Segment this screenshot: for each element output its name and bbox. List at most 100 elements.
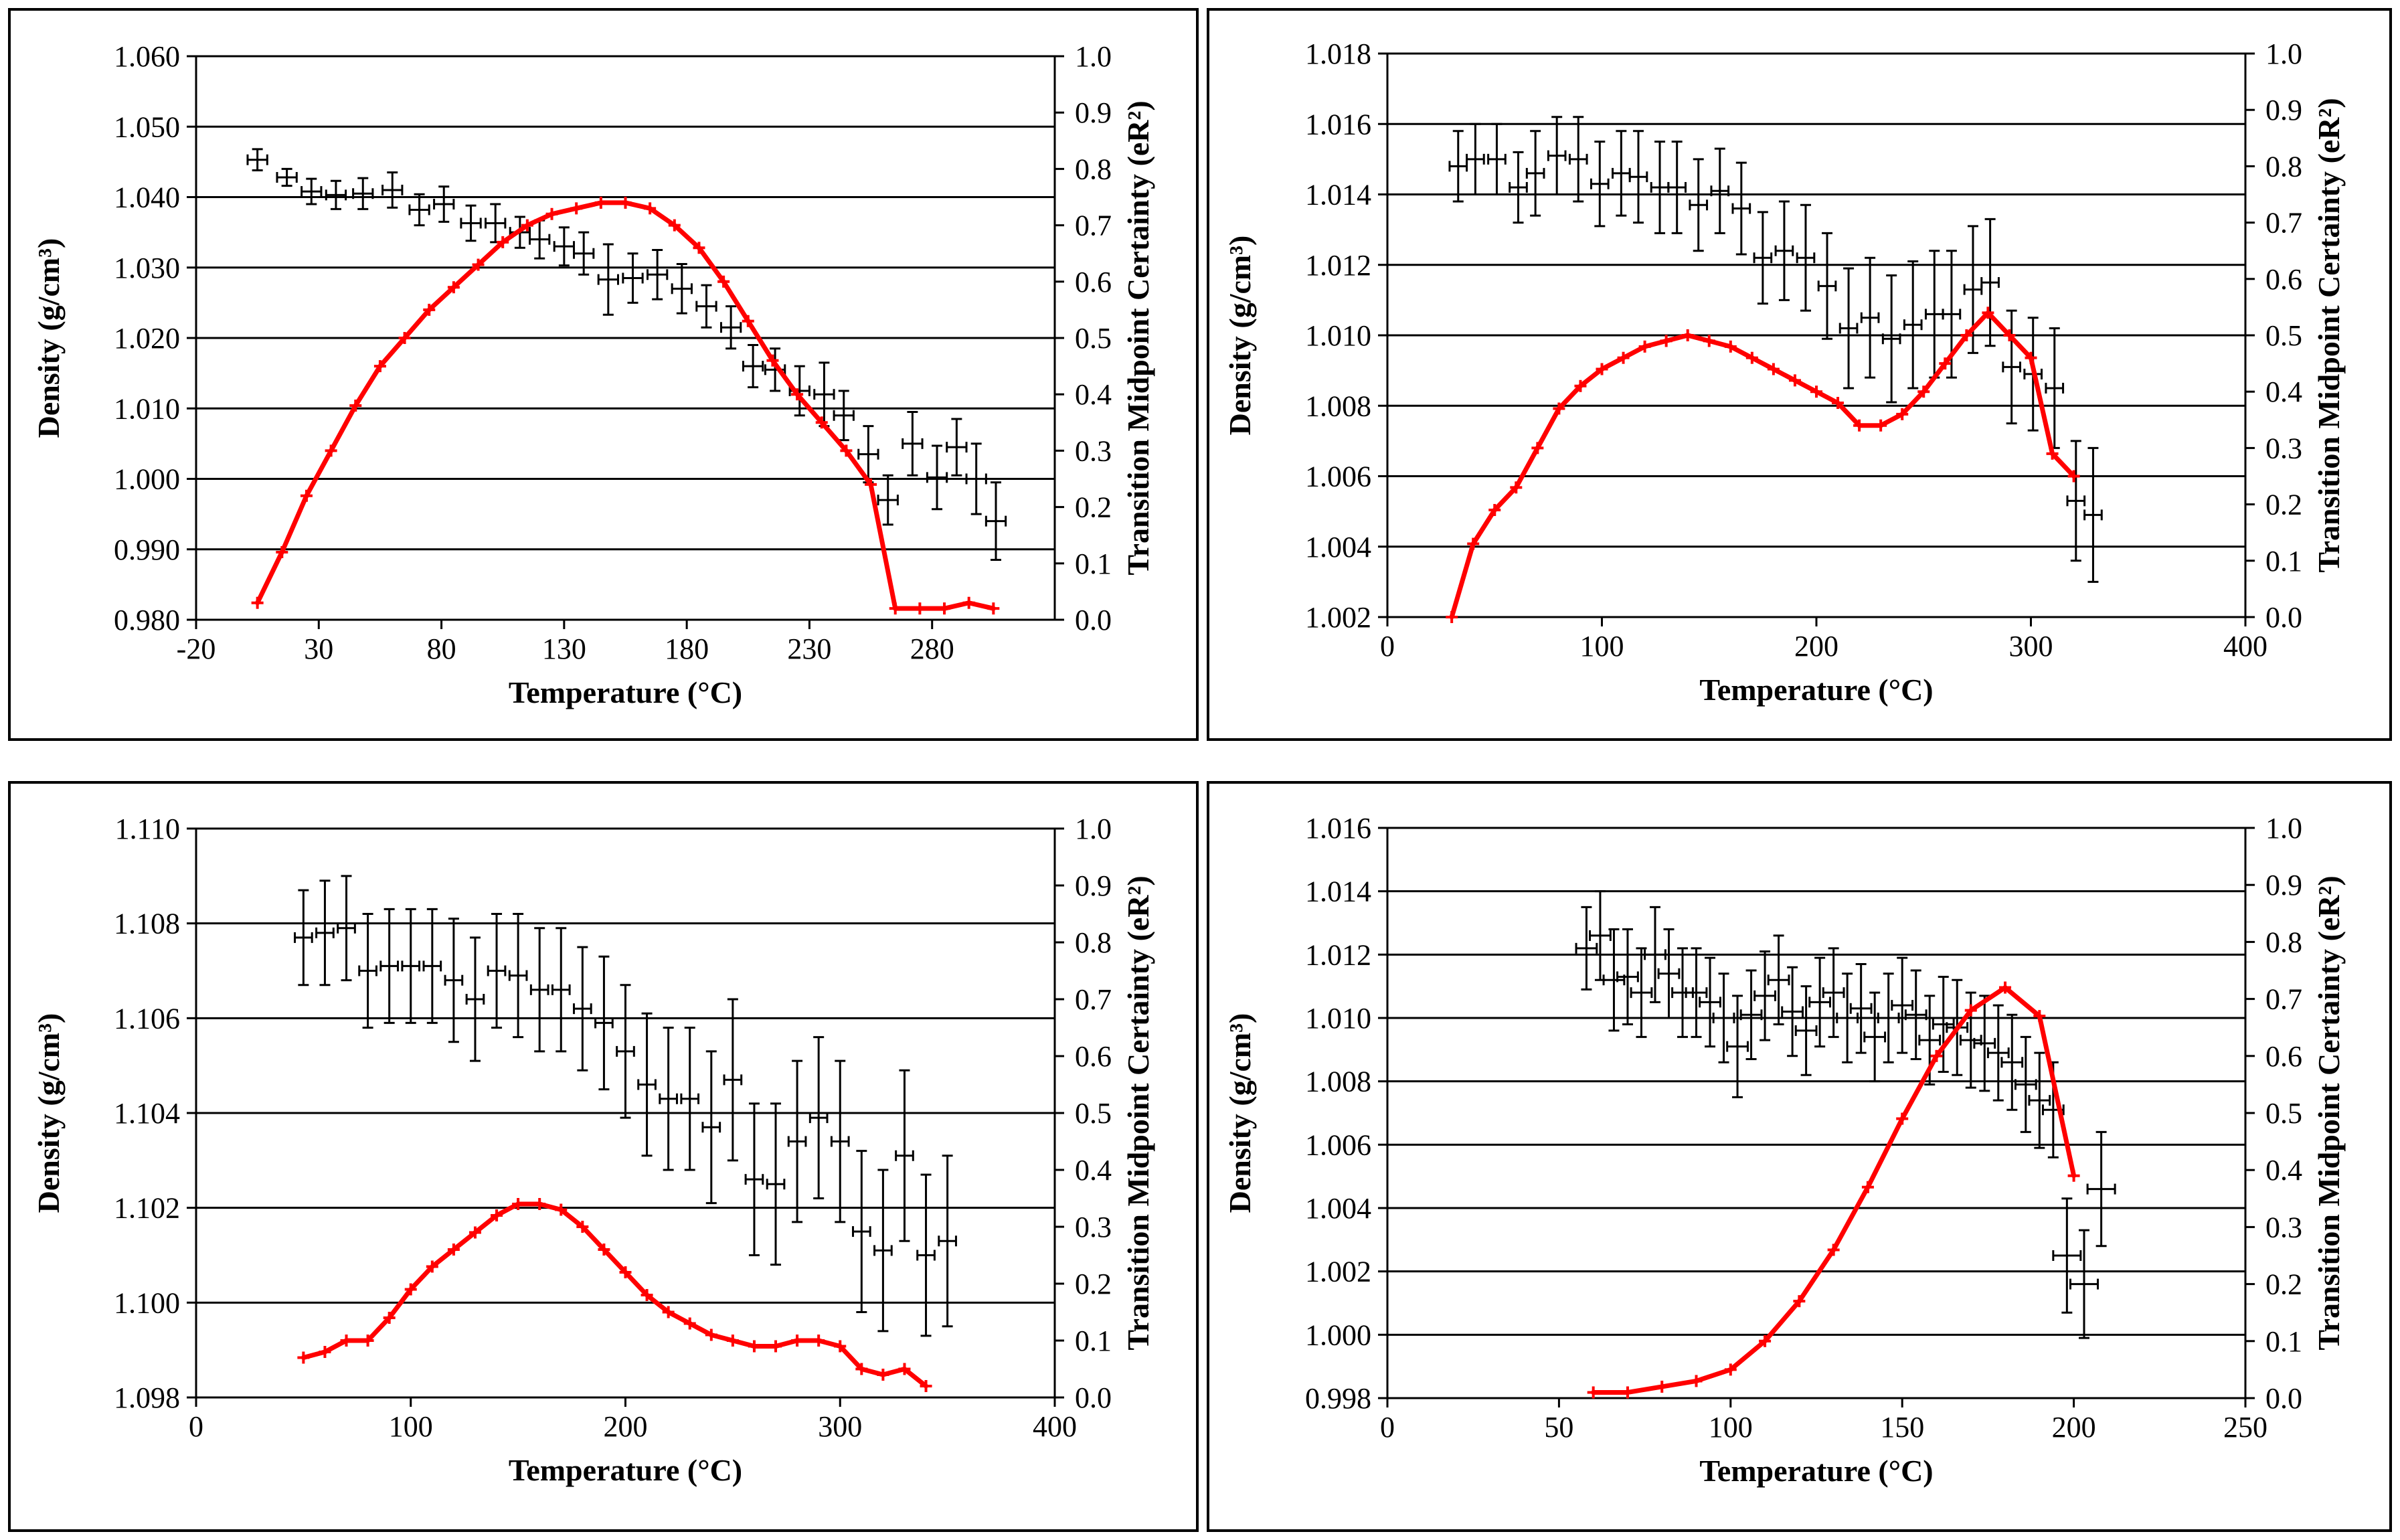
density-point xyxy=(301,177,323,205)
density-point xyxy=(659,1027,678,1171)
density-point xyxy=(1881,274,1901,404)
density-point xyxy=(2066,440,2086,562)
y2-tick-label: 0.7 xyxy=(2265,983,2302,1016)
y-tick-label: 1.002 xyxy=(1305,601,1371,634)
density-point xyxy=(1644,906,1666,1003)
y2-tick-label: 0.8 xyxy=(1075,153,1112,185)
y2-tick-label: 0.7 xyxy=(1075,983,1112,1016)
density-point xyxy=(1575,906,1598,991)
density-point xyxy=(766,1102,786,1266)
y-tick-label: 1.106 xyxy=(114,1002,180,1035)
density-point xyxy=(1739,969,1763,1061)
density-point xyxy=(381,171,404,209)
density-point xyxy=(352,177,374,210)
y2-tick-label: 0.4 xyxy=(2265,1154,2302,1187)
y2-axis-title: Transition Midpoint Certainty (eR²) xyxy=(1121,875,1155,1350)
x-tick-label: 150 xyxy=(1880,1411,1924,1444)
density-point xyxy=(485,203,507,244)
y2-tick-label: 0.0 xyxy=(2265,601,2302,634)
density-point xyxy=(1904,969,1927,1061)
y-tick-label: 1.060 xyxy=(114,40,180,73)
x-tick-label: 100 xyxy=(1580,630,1624,663)
density-point xyxy=(984,481,1007,562)
y2-tick-label: 0.5 xyxy=(1075,1097,1112,1130)
density-point xyxy=(1616,928,1639,1025)
density-point xyxy=(1657,928,1681,1019)
y2-tick-label: 0.1 xyxy=(1075,1324,1112,1357)
y2-tick-label: 0.3 xyxy=(2265,1211,2302,1244)
x-tick-label: 200 xyxy=(604,1410,648,1443)
y-axis-title: Density (g/cm³) xyxy=(31,238,66,438)
density-point xyxy=(337,875,356,982)
y2-tick-label: 0.6 xyxy=(2265,1040,2302,1073)
density-point xyxy=(444,918,464,1043)
x-tick-label: 200 xyxy=(2052,1411,2096,1444)
y-tick-label: 1.016 xyxy=(1305,812,1371,845)
y-tick-label: 0.990 xyxy=(114,533,180,566)
density-point xyxy=(325,179,347,210)
density-point xyxy=(246,148,268,172)
y-tick-label: 1.102 xyxy=(114,1192,180,1225)
x-tick-label: 100 xyxy=(1709,1411,1753,1444)
y2-tick-label: 0.4 xyxy=(1075,1154,1112,1187)
density-point xyxy=(422,908,442,1024)
density-point xyxy=(1808,956,1832,1048)
y-tick-label: 1.010 xyxy=(1305,1002,1371,1035)
certainty-line xyxy=(255,200,996,611)
density-point xyxy=(358,913,377,1029)
density-point xyxy=(1448,130,1468,203)
density-point xyxy=(315,879,335,987)
density-point xyxy=(695,284,717,329)
certainty-line xyxy=(301,1201,929,1389)
y2-tick-label: 0.4 xyxy=(2265,375,2302,408)
density-point xyxy=(895,1069,914,1242)
density-point xyxy=(833,390,855,442)
density-point xyxy=(1612,130,1631,217)
density-point xyxy=(1487,122,1507,195)
x-tick-label: 50 xyxy=(1544,1411,1573,1444)
density-point xyxy=(408,193,430,227)
density-point xyxy=(1547,116,1567,195)
y2-tick-label: 0.3 xyxy=(2265,432,2302,464)
density-point xyxy=(1986,1004,2010,1102)
density-point xyxy=(1903,260,1923,390)
density-point xyxy=(460,204,482,242)
density-point xyxy=(551,927,571,1053)
density-point xyxy=(2002,309,2021,425)
chart-svg-bottom-left: 0 100 200 300 400 1.098 1.100 1.102 1.104 1.106 1.… xyxy=(31,812,1155,1487)
y2-tick-label: 0.0 xyxy=(2265,1382,2302,1415)
y-tick-label: 1.050 xyxy=(114,110,180,143)
y-tick-label: 1.016 xyxy=(1305,108,1371,141)
density-point xyxy=(1753,211,1773,305)
y-axis-title: Density (g/cm³) xyxy=(1223,236,1257,436)
density-point xyxy=(1685,947,1708,1038)
density-point xyxy=(1689,158,1709,252)
density-point xyxy=(433,185,455,223)
chart-panel-top-right: 0 100 200 300 400 1.002 1.004 1.006 1.008 1.010 1.… xyxy=(1207,8,2392,741)
x-tick-label: 300 xyxy=(2009,630,2053,663)
density-point xyxy=(851,1150,871,1313)
density-point xyxy=(1525,130,1545,217)
y-tick-label: 1.000 xyxy=(114,463,180,496)
density-point xyxy=(1822,947,1845,1038)
y2-axis-title: Transition Midpoint Certainty (eR²) xyxy=(2312,875,2346,1350)
density-point xyxy=(1466,122,1485,195)
density-point xyxy=(1817,232,1837,340)
density-point xyxy=(1774,200,1794,301)
y2-tick-label: 1.0 xyxy=(2265,812,2302,845)
x-axis-title: Temperature (°C) xyxy=(1699,673,1933,707)
y2-tick-label: 0.6 xyxy=(1075,1040,1112,1073)
y2-tick-label: 0.2 xyxy=(1075,1268,1112,1300)
density-point xyxy=(723,998,743,1162)
x-tick-label: 0 xyxy=(189,1410,203,1443)
y-tick-label: 0.998 xyxy=(1305,1382,1371,1415)
y2-tick-label: 0.2 xyxy=(2265,1268,2302,1301)
y-tick-label: 1.010 xyxy=(1305,319,1371,352)
density-point xyxy=(1980,218,2000,347)
density-point xyxy=(1602,928,1626,1032)
density-point xyxy=(1860,256,1880,379)
density-point xyxy=(1712,972,1735,1063)
x-axis-title: Temperature (°C) xyxy=(509,1453,742,1487)
y2-tick-label: 0.8 xyxy=(1075,926,1112,959)
y2-axis-title: Transition Midpoint Certainty (eR²) xyxy=(2312,98,2346,572)
